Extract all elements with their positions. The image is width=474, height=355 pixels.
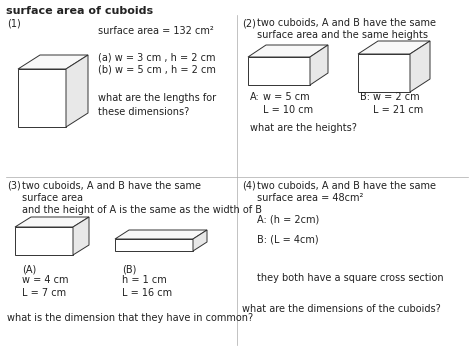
Polygon shape (310, 45, 328, 85)
Text: two cuboids, A and B have the same: two cuboids, A and B have the same (22, 181, 201, 191)
Polygon shape (358, 41, 430, 54)
Text: surface area of cuboids: surface area of cuboids (6, 6, 153, 16)
Text: (b) w = 5 cm , h = 2 cm: (b) w = 5 cm , h = 2 cm (98, 64, 216, 74)
Text: h = 1 cm
L = 16 cm: h = 1 cm L = 16 cm (122, 275, 172, 298)
Text: surface area: surface area (22, 193, 83, 203)
Polygon shape (15, 227, 73, 255)
Text: what are the dimensions of the cuboids?: what are the dimensions of the cuboids? (242, 304, 441, 314)
Polygon shape (73, 217, 89, 255)
Polygon shape (248, 57, 310, 85)
Text: (B): (B) (122, 264, 137, 274)
Text: (a) w = 3 cm , h = 2 cm: (a) w = 3 cm , h = 2 cm (98, 52, 216, 62)
Text: two cuboids, A and B have the same: two cuboids, A and B have the same (257, 181, 436, 191)
Polygon shape (358, 54, 410, 92)
Polygon shape (15, 217, 89, 227)
Text: surface area = 48cm²: surface area = 48cm² (257, 193, 364, 203)
Text: what is the dimension that they have in common?: what is the dimension that they have in … (7, 313, 253, 323)
Polygon shape (66, 55, 88, 127)
Text: what are the lengths for
these dimensions?: what are the lengths for these dimension… (98, 93, 216, 117)
Text: B: (L = 4cm): B: (L = 4cm) (257, 235, 319, 245)
Text: (1): (1) (7, 18, 21, 28)
Text: they both have a square cross section: they both have a square cross section (257, 273, 444, 283)
Text: two cuboids, A and B have the same: two cuboids, A and B have the same (257, 18, 436, 28)
Text: (A): (A) (22, 264, 36, 274)
Polygon shape (115, 230, 207, 239)
Text: B:: B: (360, 92, 370, 102)
Text: and the height of A is the same as the width of B: and the height of A is the same as the w… (22, 205, 262, 215)
Polygon shape (18, 69, 66, 127)
Polygon shape (18, 55, 88, 69)
Text: surface area = 132 cm²: surface area = 132 cm² (98, 26, 214, 36)
Text: (2): (2) (242, 18, 256, 28)
Text: what are the heights?: what are the heights? (250, 123, 357, 133)
Polygon shape (248, 45, 328, 57)
Text: surface area and the same heights: surface area and the same heights (257, 30, 428, 40)
Polygon shape (193, 230, 207, 251)
Text: w = 2 cm
L = 21 cm: w = 2 cm L = 21 cm (373, 92, 423, 115)
Polygon shape (115, 239, 193, 251)
Text: w = 5 cm
L = 10 cm: w = 5 cm L = 10 cm (263, 92, 313, 115)
Polygon shape (410, 41, 430, 92)
Text: (3): (3) (7, 181, 21, 191)
Text: w = 4 cm
L = 7 cm: w = 4 cm L = 7 cm (22, 275, 69, 298)
Text: (4): (4) (242, 181, 256, 191)
Text: A:: A: (250, 92, 260, 102)
Text: A: (h = 2cm): A: (h = 2cm) (257, 214, 319, 224)
